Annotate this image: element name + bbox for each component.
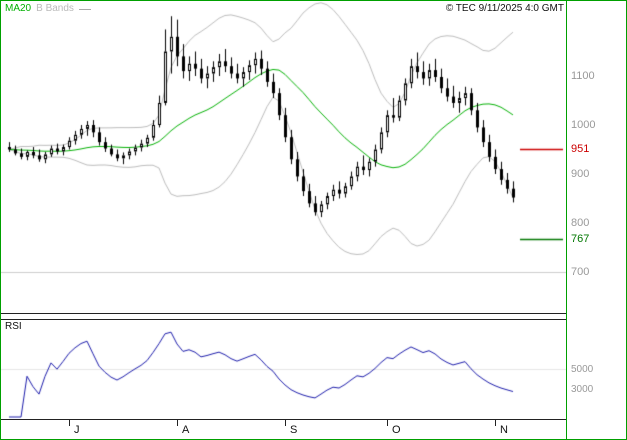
rsi-axis-label: 3000 — [571, 384, 594, 395]
price-axis-label: 767 — [571, 233, 590, 246]
x-axis-line — [1, 419, 567, 420]
price-axis-label: 951 — [571, 143, 590, 155]
price-axis-label: 1100 — [571, 70, 595, 82]
rsi-pane-label: RSI — [5, 321, 22, 332]
price-axis-label: 700 — [571, 266, 590, 278]
month-label: O — [392, 424, 401, 436]
month-tick — [387, 419, 388, 426]
bbands-line-swatch-icon — [78, 8, 91, 10]
rsi-axis-label: 5000 — [571, 364, 594, 375]
panel-divider-top — [1, 313, 567, 314]
month-tick — [69, 419, 70, 426]
bbands-legend-label: B Bands — [36, 3, 74, 14]
rsi-pane-canvas — [1, 319, 567, 419]
month-tick — [177, 419, 178, 426]
legend: MA20 B Bands — [5, 3, 91, 14]
month-label: J — [74, 424, 80, 436]
month-label: S — [290, 424, 298, 436]
ma20-legend-label: MA20 — [5, 3, 32, 14]
copyright-text: © TEC 9/11/2025 4:0 GMT — [445, 3, 564, 14]
month-label: N — [500, 424, 508, 436]
month-label: A — [182, 424, 190, 436]
month-tick — [285, 419, 286, 426]
month-tick — [495, 419, 496, 426]
price-axis-label: 1000 — [571, 119, 596, 131]
price-pane-canvas — [1, 1, 567, 314]
axis-separator-line — [566, 1, 567, 439]
price-axis-label: 900 — [571, 168, 590, 180]
price-axis-label: 800 — [571, 217, 590, 229]
